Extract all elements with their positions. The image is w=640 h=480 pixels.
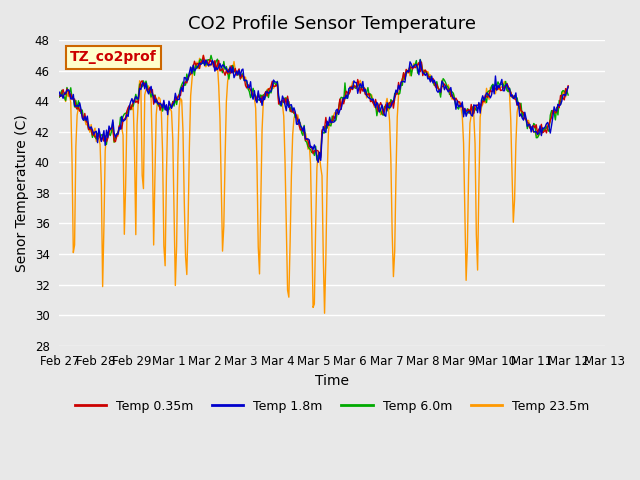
Temp 6.0m [428, 78, 436, 84]
Temp 1.8m [428, 73, 436, 79]
Temp 6.0m [313, 157, 321, 163]
Temp 6.0m [564, 92, 572, 98]
Temp 1.8m [56, 89, 63, 95]
Title: CO2 Profile Sensor Temperature: CO2 Profile Sensor Temperature [188, 15, 476, 33]
Temp 23.5m [200, 52, 207, 58]
Temp 6.0m [258, 94, 266, 99]
Temp 1.8m [377, 107, 385, 112]
Temp 23.5m [116, 120, 124, 126]
Line: Temp 6.0m: Temp 6.0m [60, 55, 568, 160]
Temp 0.35m [564, 83, 572, 89]
Temp 0.35m [200, 52, 207, 58]
Temp 23.5m [258, 127, 266, 133]
Temp 0.35m [378, 104, 386, 109]
Temp 1.8m [426, 75, 433, 81]
Temp 1.8m [116, 126, 124, 132]
Temp 23.5m [378, 108, 386, 114]
Temp 0.35m [116, 122, 124, 128]
Temp 6.0m [116, 114, 124, 120]
Line: Temp 1.8m: Temp 1.8m [60, 60, 568, 162]
Temp 6.0m [378, 111, 386, 117]
Y-axis label: Senor Temperature (C): Senor Temperature (C) [15, 114, 29, 272]
Temp 1.8m [221, 65, 229, 71]
Temp 23.5m [428, 77, 436, 83]
Temp 23.5m [321, 311, 328, 316]
Temp 6.0m [56, 94, 63, 100]
Temp 0.35m [426, 74, 433, 80]
Temp 1.8m [314, 159, 322, 165]
Line: Temp 0.35m: Temp 0.35m [60, 55, 568, 159]
X-axis label: Time: Time [315, 374, 349, 388]
Temp 0.35m [258, 93, 266, 99]
Temp 1.8m [257, 95, 264, 101]
Temp 23.5m [56, 94, 63, 100]
Temp 0.35m [56, 93, 63, 98]
Line: Temp 23.5m: Temp 23.5m [60, 55, 568, 313]
Temp 1.8m [564, 84, 572, 90]
Temp 0.35m [316, 156, 323, 162]
Temp 1.8m [417, 57, 424, 63]
Temp 0.35m [223, 68, 230, 73]
Temp 6.0m [426, 75, 433, 81]
Temp 0.35m [428, 78, 436, 84]
Temp 23.5m [223, 99, 230, 105]
Temp 23.5m [426, 72, 433, 78]
Text: TZ_co2prof: TZ_co2prof [70, 50, 157, 64]
Legend: Temp 0.35m, Temp 1.8m, Temp 6.0m, Temp 23.5m: Temp 0.35m, Temp 1.8m, Temp 6.0m, Temp 2… [70, 395, 594, 418]
Temp 6.0m [223, 64, 230, 70]
Temp 23.5m [564, 84, 572, 90]
Temp 6.0m [207, 52, 215, 58]
